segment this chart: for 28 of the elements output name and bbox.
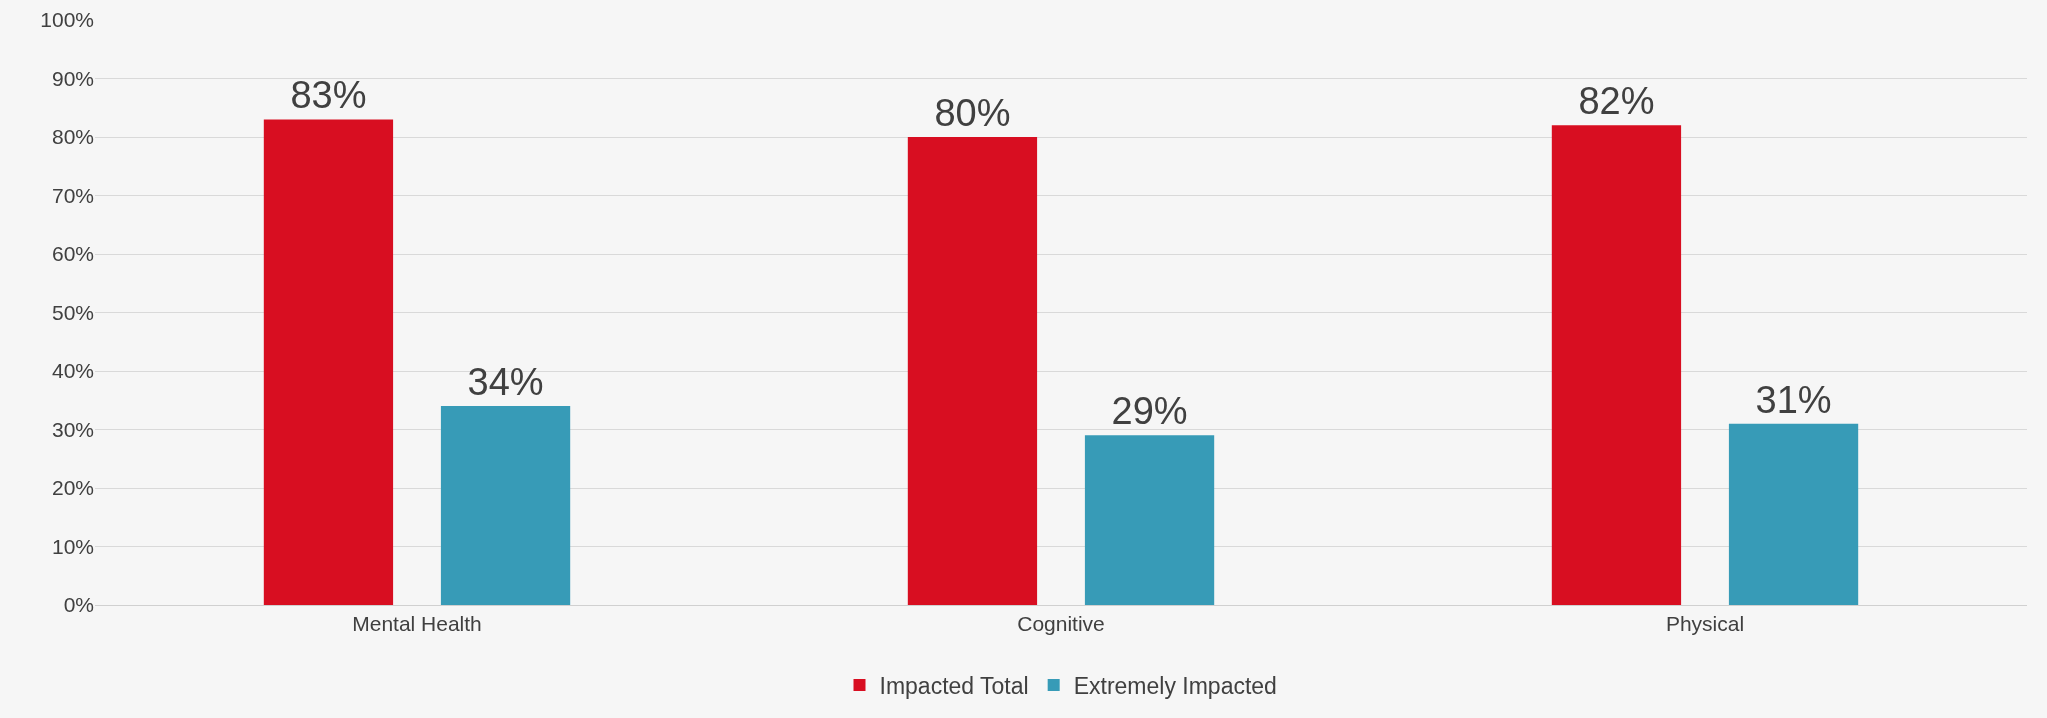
bar [440, 406, 571, 605]
bar [907, 137, 1038, 605]
y-tick-label: 90% [51, 66, 94, 90]
y-tick-label: 100% [40, 8, 94, 32]
data-label: 34% [467, 361, 544, 404]
y-tick-label: 70% [51, 183, 94, 207]
data-label: 80% [934, 92, 1011, 134]
y-tick-label: 0% [63, 593, 94, 617]
data-label: 82% [1578, 80, 1655, 123]
bar [1084, 435, 1215, 605]
y-tick-label: 60% [51, 242, 94, 266]
data-label: 83% [290, 74, 367, 117]
legend-label: Impacted Total [879, 672, 1029, 699]
y-tick-label: 30% [51, 417, 94, 441]
x-tick-label: Physical [1665, 612, 1745, 636]
y-tick-label: 20% [51, 476, 94, 500]
y-tick-label: 80% [51, 125, 94, 149]
data-label: 31% [1755, 378, 1832, 421]
y-tick-label: 50% [51, 300, 94, 324]
bar [1551, 125, 1682, 605]
bar [263, 119, 394, 605]
x-tick-label: Mental Health [352, 612, 482, 636]
x-tick-label: Cognitive [1017, 612, 1105, 636]
y-tick-label: 40% [51, 359, 94, 383]
data-label: 29% [1111, 390, 1188, 433]
legend-label: Extremely Impacted [1073, 672, 1277, 699]
bar [1728, 423, 1859, 605]
y-tick-label: 10% [51, 534, 94, 558]
